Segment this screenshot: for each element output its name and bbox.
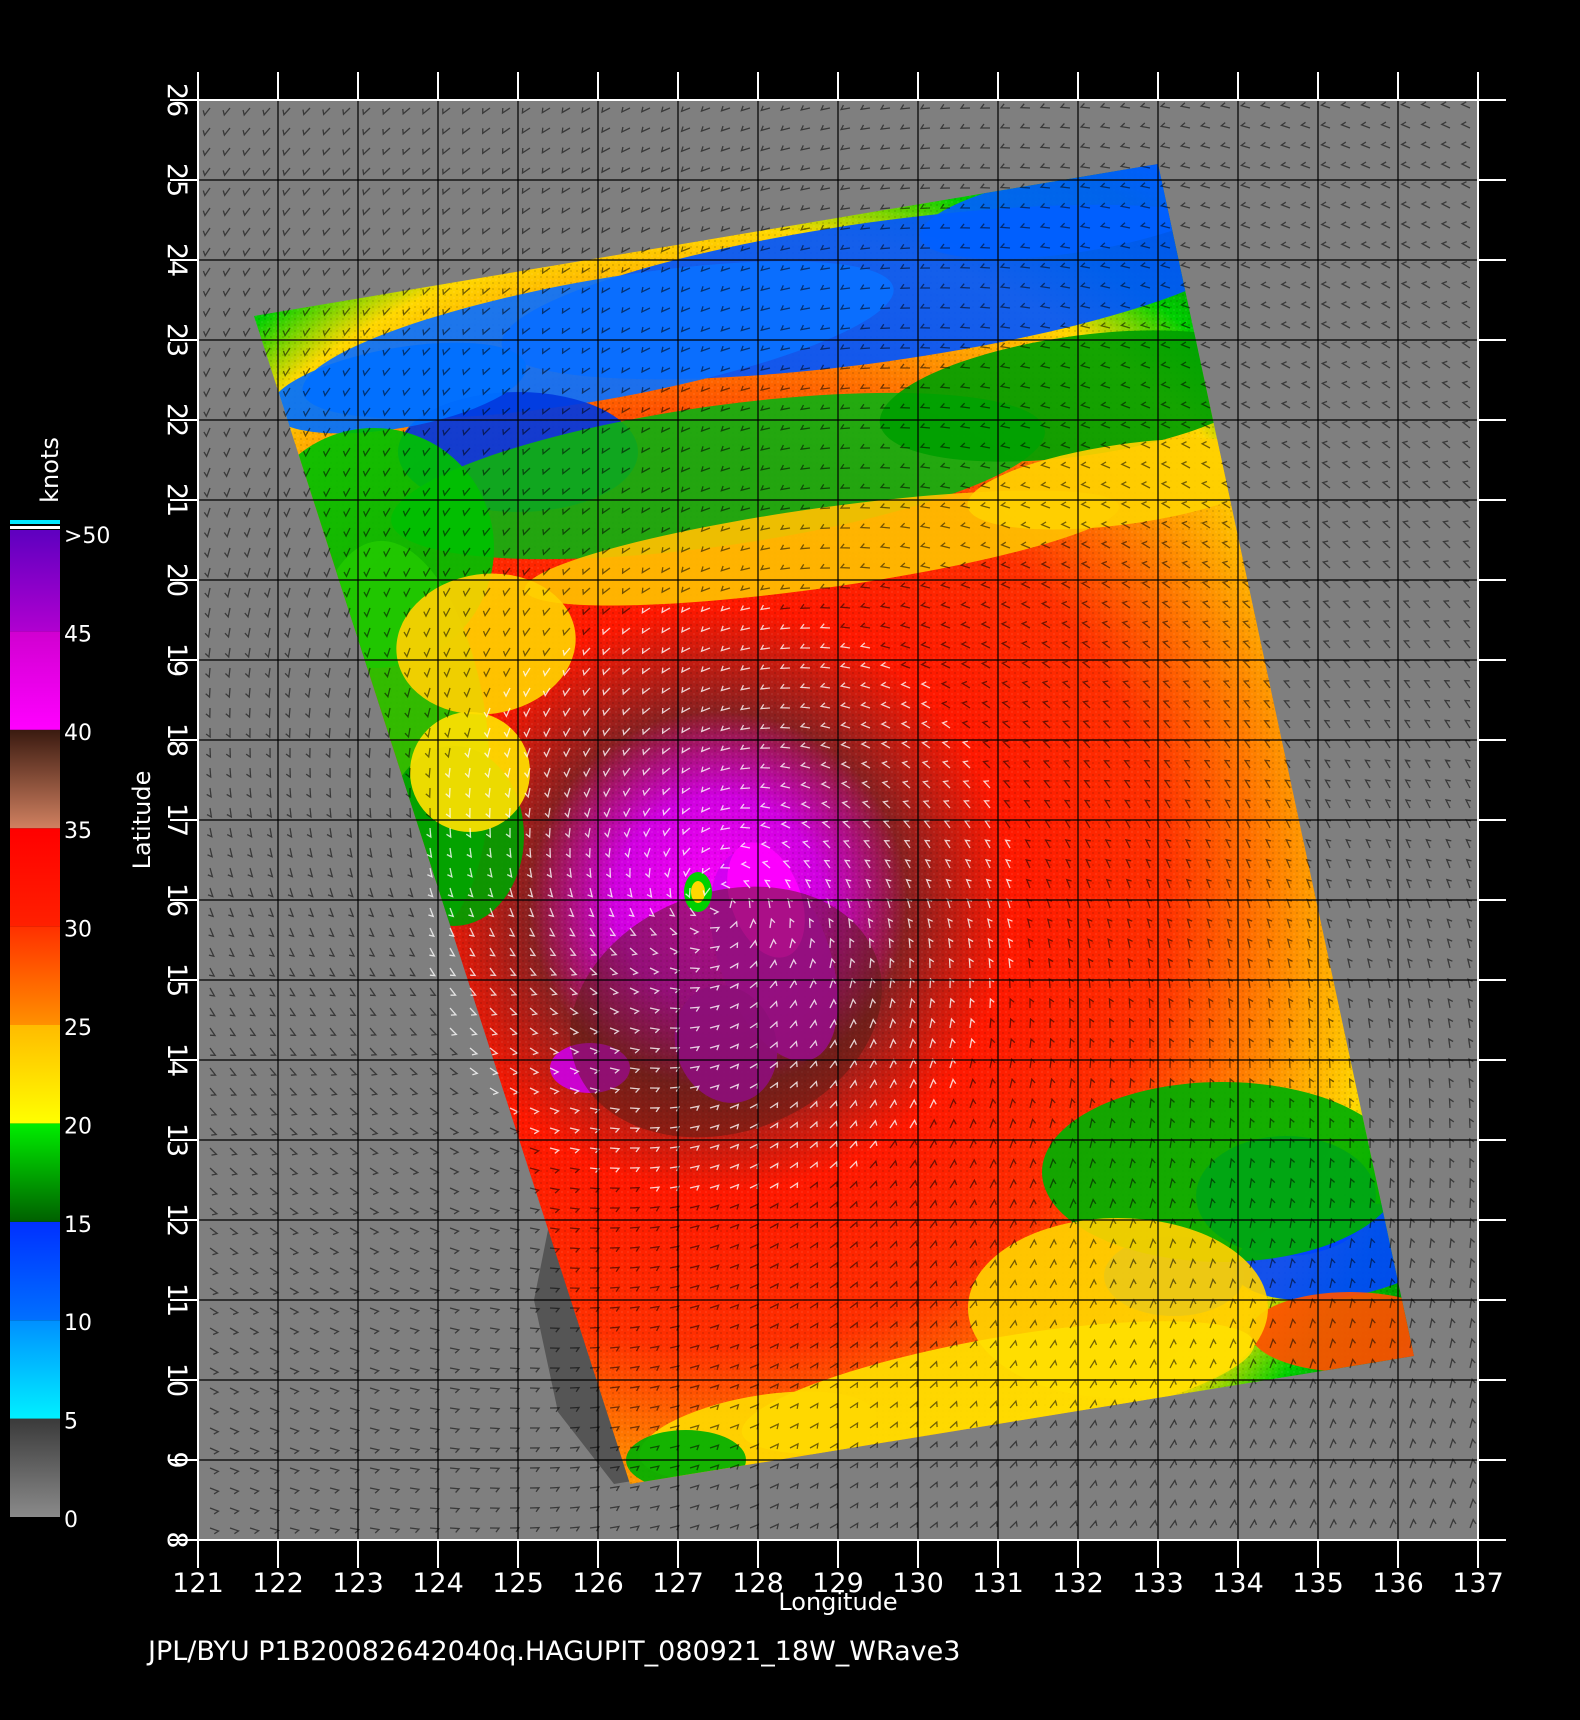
colorbar-band — [10, 729, 60, 829]
lon-tick-label: 132 — [1052, 1568, 1104, 1599]
lat-tick-label: 26 — [161, 83, 192, 117]
lat-tick-label: 10 — [161, 1363, 192, 1397]
lat-tick-label: 14 — [161, 1043, 192, 1077]
lat-tick-label: 8 — [161, 1531, 192, 1548]
colorbar-band — [10, 631, 60, 730]
lon-tick-label: 133 — [1132, 1568, 1184, 1599]
colorbar-band — [10, 1418, 60, 1517]
lat-tick-label: 18 — [161, 723, 192, 757]
lon-tick-label: 121 — [172, 1568, 224, 1599]
lat-tick-label: 23 — [161, 323, 192, 357]
y-axis-label: Latitude — [128, 771, 156, 870]
colorbar-tick-label: 5 — [64, 1410, 78, 1435]
colorbar-band — [10, 1123, 60, 1222]
lon-tick-label: 131 — [972, 1568, 1024, 1599]
longitude-tick-labels: 121 122 123 124 125 126 127 128 129 130 131 132 133 1… — [172, 1568, 1504, 1599]
lat-tick-label: 24 — [161, 243, 192, 277]
colorbar-tick-label: 40 — [64, 721, 92, 746]
latitude-tick-labels: 8 9 10 11 12 13 14 15 16 17 18 19 20 21 22 23 24 25 26 — [161, 83, 192, 1549]
lon-tick-label: 134 — [1212, 1568, 1264, 1599]
lat-tick-label: 17 — [161, 803, 192, 837]
lon-tick-label: 136 — [1372, 1568, 1424, 1599]
lon-tick-label: 128 — [732, 1568, 784, 1599]
figure-title: JPL/BYU P1B20082642040q.HAGUPIT_080921_1… — [146, 1636, 960, 1667]
lon-tick-label: 127 — [652, 1568, 704, 1599]
lat-tick-label: 21 — [161, 483, 192, 517]
lon-tick-label: 126 — [572, 1568, 624, 1599]
colorbar-tick-label: 0 — [64, 1508, 78, 1533]
colorbar-band — [10, 1320, 60, 1419]
graticule — [197, 99, 1479, 1541]
lon-tick-label: 135 — [1292, 1568, 1344, 1599]
colorbar-band — [10, 1221, 60, 1321]
colorbar-band — [10, 828, 60, 927]
colorbar-band — [10, 1025, 60, 1124]
lon-tick-label: 123 — [332, 1568, 384, 1599]
lat-tick-label: 20 — [161, 563, 192, 597]
lat-tick-label: 9 — [161, 1451, 192, 1468]
colorbar-unit-label: knots — [36, 437, 64, 503]
lat-tick-label: 12 — [161, 1203, 192, 1237]
colorbar-tick-label: >50 — [64, 524, 110, 549]
colorbar-tick-label: 10 — [64, 1311, 92, 1336]
lon-tick-label: 124 — [412, 1568, 464, 1599]
lon-tick-label: 130 — [892, 1568, 944, 1599]
lat-tick-label: 22 — [161, 403, 192, 437]
lon-tick-label: 137 — [1452, 1568, 1504, 1599]
colorbar-tick-label: 30 — [64, 918, 92, 943]
colorbar-tick-label: 15 — [64, 1213, 92, 1238]
colorbar-labels: 0 5 10 15 20 25 30 35 40 45 >50 — [64, 524, 110, 1533]
colorbar-band — [10, 926, 60, 1025]
colorbar-tick-label: 35 — [64, 819, 92, 844]
colorbar-cap — [10, 530, 60, 533]
colorbar-tick-label: 20 — [64, 1114, 92, 1139]
lon-tick-label: 129 — [812, 1568, 864, 1599]
lon-tick-label: 122 — [252, 1568, 304, 1599]
lat-tick-label: 16 — [161, 883, 192, 917]
lat-tick-label: 25 — [161, 163, 192, 197]
colorbar-tick-label: 25 — [64, 1016, 92, 1041]
axis-ticks — [170, 72, 1506, 1568]
lat-tick-label: 15 — [161, 963, 192, 997]
lat-tick-label: 19 — [161, 643, 192, 677]
lon-tick-label: 125 — [492, 1568, 544, 1599]
lat-tick-label: 11 — [161, 1283, 192, 1317]
x-axis-label: Longitude — [778, 1588, 897, 1616]
colorbar-tick-label: 45 — [64, 622, 92, 647]
lat-tick-label: 13 — [161, 1123, 192, 1157]
colorbar-band — [10, 533, 60, 632]
colorbar-cap — [10, 520, 60, 524]
colorbar-cap — [10, 526, 60, 529]
colorbar — [10, 520, 60, 1517]
